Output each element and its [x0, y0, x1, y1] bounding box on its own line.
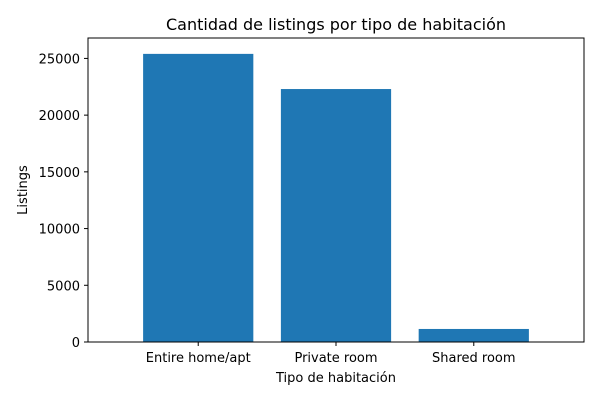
bars-group	[143, 53, 529, 342]
y-tick-label: 0	[72, 336, 80, 351]
y-axis-ticks: 0 5000 10000 15000 20000 25000	[39, 52, 88, 351]
x-axis-label: Tipo de habitación	[275, 371, 396, 386]
x-tick-label: Entire home/apt	[146, 351, 251, 366]
y-axis-label: Listings	[16, 165, 31, 215]
bar-entire-home-apt	[143, 53, 254, 342]
y-tick-label: 15000	[39, 166, 80, 181]
x-tick-label: Private room	[294, 351, 377, 366]
chart-title: Cantidad de listings por tipo de habitac…	[166, 15, 506, 34]
y-tick-label: 20000	[39, 109, 80, 124]
y-tick-label: 5000	[47, 279, 80, 294]
bar-private-room	[280, 89, 392, 342]
x-tick-label: Shared room	[432, 351, 516, 366]
plot-area-frame	[87, 37, 585, 343]
y-tick-label: 10000	[39, 223, 80, 238]
y-tick-label: 25000	[39, 52, 80, 67]
x-axis-ticks: Entire home/apt Private room Shared room	[146, 342, 516, 366]
bar-shared-room	[418, 328, 529, 342]
